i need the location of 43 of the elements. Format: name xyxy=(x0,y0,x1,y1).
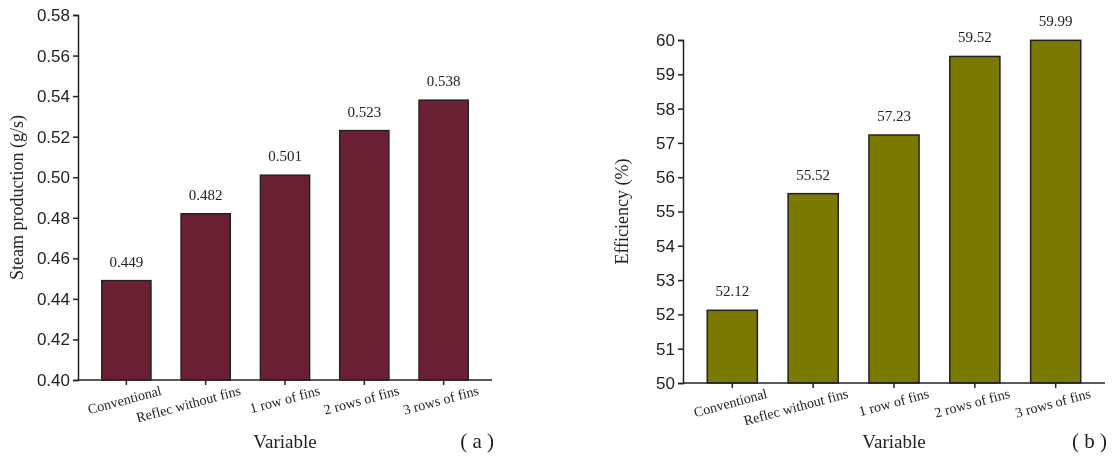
x-axis-title: Variable xyxy=(253,431,317,452)
y-tick-label: 50 xyxy=(656,373,675,393)
data-label: 0.523 xyxy=(347,103,382,120)
y-tick-label: 58 xyxy=(656,99,675,119)
x-tick-label: 3 rows of fins xyxy=(1013,386,1093,421)
y-tick-label: 0.52 xyxy=(36,127,70,147)
y-tick-label: 59 xyxy=(656,65,675,85)
data-label: 59.99 xyxy=(1038,13,1073,30)
x-tick-label: 2 rows of fins xyxy=(322,383,401,418)
y-axis-title: Efficiency (%) xyxy=(612,158,633,265)
y-tick-label: 0.56 xyxy=(36,46,70,66)
y-tick-label: 0.44 xyxy=(36,289,70,309)
text: ( b ) xyxy=(1072,429,1107,453)
data-label: 59.52 xyxy=(957,29,992,46)
data-label: 52.12 xyxy=(715,283,750,300)
y-tick-label: 56 xyxy=(656,168,675,188)
data-label: 57.23 xyxy=(877,108,911,125)
data-label: 0.501 xyxy=(268,148,302,165)
y-tick-label: 0.50 xyxy=(36,168,70,188)
data-label: 0.538 xyxy=(426,73,461,90)
y-tick-label: 54 xyxy=(656,236,675,256)
y-tick-label: 0.48 xyxy=(36,208,70,228)
y-tick-label: 57 xyxy=(656,133,675,153)
y-tick-label: 60 xyxy=(656,30,675,50)
y-axis-title: Steam production (g/s) xyxy=(7,115,28,280)
text: ( a ) xyxy=(460,429,494,453)
y-tick-label: 51 xyxy=(656,339,675,359)
x-axis-title: Variable xyxy=(862,431,926,452)
y-tick-label: 0.40 xyxy=(36,370,70,390)
y-tick-label: 53 xyxy=(656,271,675,291)
y-tick-label: 55 xyxy=(656,202,675,222)
y-tick-label: 0.46 xyxy=(36,249,70,269)
data-label: 0.449 xyxy=(109,253,144,270)
x-tick-label: 1 row of fins xyxy=(248,383,322,417)
data-label: 0.482 xyxy=(188,186,223,203)
y-tick-label: 52 xyxy=(656,305,675,325)
x-tick-label: 3 rows of fins xyxy=(401,383,481,418)
x-tick-label: 1 row of fins xyxy=(857,386,931,420)
y-tick-label: 0.58 xyxy=(36,5,70,25)
y-tick-label: 0.42 xyxy=(36,330,70,350)
x-tick-label: 2 rows of fins xyxy=(932,386,1012,421)
data-label: 55.52 xyxy=(796,166,831,183)
y-tick-label: 0.54 xyxy=(36,87,70,107)
